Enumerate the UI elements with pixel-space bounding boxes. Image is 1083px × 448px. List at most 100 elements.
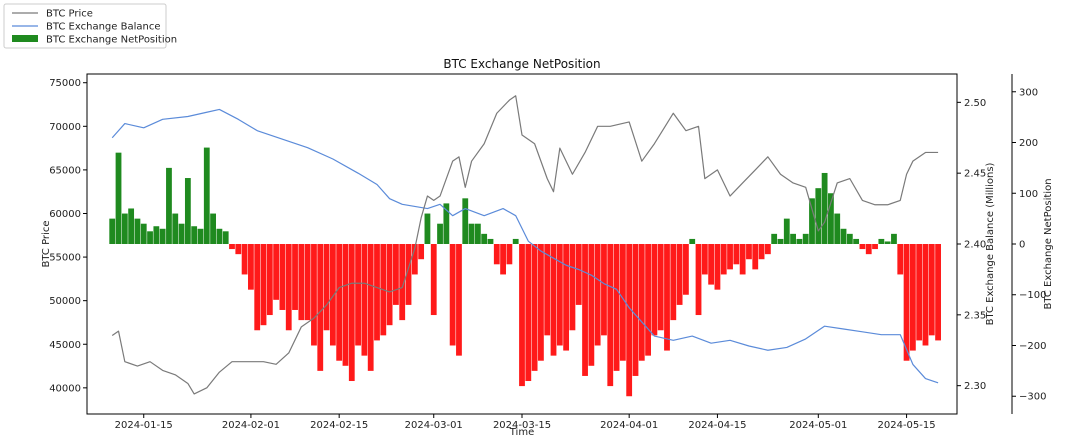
netposition-bar-negative [575, 244, 582, 305]
y-right2-tick-label: 200 [1019, 138, 1038, 149]
netposition-bar-negative [758, 244, 765, 260]
netposition-bar-negative [235, 244, 242, 255]
netposition-bar-negative [632, 244, 639, 376]
netposition-bar-negative [626, 244, 633, 397]
x-tick-label: 2024-05-15 [878, 420, 936, 431]
netposition-bar-positive [796, 238, 803, 244]
netposition-bar-negative [317, 244, 324, 371]
netposition-bar-negative [241, 244, 248, 275]
netposition-bar-negative [556, 244, 563, 346]
netposition-bar-positive [815, 188, 822, 244]
y-right2-tick-label: −100 [1019, 290, 1046, 301]
x-tick-label: 2024-03-01 [405, 420, 463, 431]
netposition-bar-negative [260, 244, 267, 326]
netposition-bar-negative [525, 244, 532, 382]
netposition-bar-positive [828, 193, 834, 244]
netposition-bar-negative [342, 244, 349, 366]
netposition-bar-negative [645, 244, 651, 356]
netposition-bar-negative [922, 244, 929, 346]
netposition-bar-negative [399, 244, 406, 321]
netposition-bar-negative [935, 244, 941, 341]
netposition-bar-negative [651, 244, 658, 336]
legend-price-label: BTC Price [46, 9, 93, 20]
y-left-tick-label: 70000 [49, 122, 81, 133]
netposition-bar-negative [506, 244, 513, 265]
y-right-tick-label: 2.45 [964, 169, 986, 180]
netposition-bar-positive [443, 203, 450, 244]
netposition-bar-negative [336, 244, 343, 361]
netposition-bar-negative [273, 244, 280, 300]
netposition-bar-positive [878, 238, 885, 244]
y-right-tick-label: 2.40 [964, 240, 986, 251]
netposition-bar-negative [676, 244, 683, 305]
netposition-bar-negative [638, 244, 645, 361]
netposition-bar-negative [323, 244, 330, 331]
y-left-axis-label: BTC Price [41, 221, 52, 268]
balance-line [111, 108, 939, 384]
chart-title: BTC Exchange NetPosition [443, 57, 600, 71]
netposition-bar-positive [474, 223, 481, 244]
netposition-bar-positive [802, 233, 809, 244]
netposition-bar-positive [481, 233, 488, 244]
netposition-bar-positive [809, 198, 815, 244]
netposition-bar-negative [607, 244, 614, 387]
netposition-bar-positive [512, 238, 519, 244]
netposition-bar-positive [840, 228, 847, 244]
netposition-bar-positive [821, 172, 828, 244]
y-left-axis: 40000 45000 50000 55000 60000 65000 70000 75000 [49, 78, 87, 394]
netposition-bar-negative [531, 244, 538, 371]
netposition-bar-positive [128, 208, 135, 244]
netposition-bar-positive [140, 223, 147, 244]
y-right-tick-label: 2.35 [964, 310, 986, 321]
netposition-bar-negative [279, 244, 286, 310]
y-left-tick-label: 55000 [49, 253, 81, 264]
netposition-bar-negative [594, 244, 601, 346]
netposition-bar-positive [115, 152, 122, 244]
netposition-bar-positive [487, 238, 494, 244]
netposition-bar-negative [727, 244, 733, 270]
netposition-bar-positive [153, 226, 160, 244]
netposition-bar-positive [184, 178, 191, 244]
netposition-bar-positive [783, 218, 790, 244]
netposition-bar-negative [449, 244, 456, 346]
netposition-bar-negative [708, 244, 715, 285]
y-right2-tick-label: −200 [1019, 341, 1046, 352]
netposition-bar-positive [134, 218, 141, 244]
netposition-bar-negative [865, 244, 872, 255]
y-right2-tick-label: 300 [1019, 87, 1038, 98]
netposition-bar-negative [254, 244, 261, 331]
netposition-bar-negative [311, 244, 317, 346]
netposition-bar-negative [752, 244, 759, 270]
netposition-bar-negative [418, 244, 425, 260]
netposition-bar-negative [374, 244, 380, 341]
x-axis-label: Time [509, 427, 534, 438]
y-right2-tick-label: 0 [1019, 240, 1025, 251]
legend-balance-label: BTC Exchange Balance [46, 22, 160, 33]
netposition-bar-positive [834, 213, 841, 244]
netposition-bar-negative [411, 244, 418, 275]
plot-area [109, 95, 941, 397]
netposition-bar-negative [544, 244, 551, 336]
legend-box [3, 3, 167, 49]
netposition-bar-negative [657, 244, 664, 331]
netposition-bar-negative [619, 244, 626, 361]
x-tick-label: 2024-05-01 [789, 420, 847, 431]
legend-netposition-swatch [12, 35, 38, 42]
y-right-axis-label: BTC Exchange Balance (Millions) [985, 162, 996, 325]
netposition-bar-positive [178, 223, 185, 244]
netposition-bar-positive [777, 238, 784, 244]
y-left-tick-label: 45000 [49, 340, 81, 351]
netposition-bar-negative [304, 244, 311, 321]
netposition-bar-positive [203, 147, 210, 244]
netposition-bar-positive [468, 223, 475, 244]
netposition-bar-positive [121, 213, 128, 244]
netposition-bar-negative [493, 244, 500, 265]
netposition-bar-negative [405, 244, 412, 305]
netposition-bar-negative [386, 244, 393, 326]
y-left-tick-label: 50000 [49, 296, 81, 307]
x-tick-label: 2024-04-15 [688, 420, 746, 431]
netposition-bar-positive [191, 226, 198, 244]
netposition-bar-negative [563, 244, 570, 351]
